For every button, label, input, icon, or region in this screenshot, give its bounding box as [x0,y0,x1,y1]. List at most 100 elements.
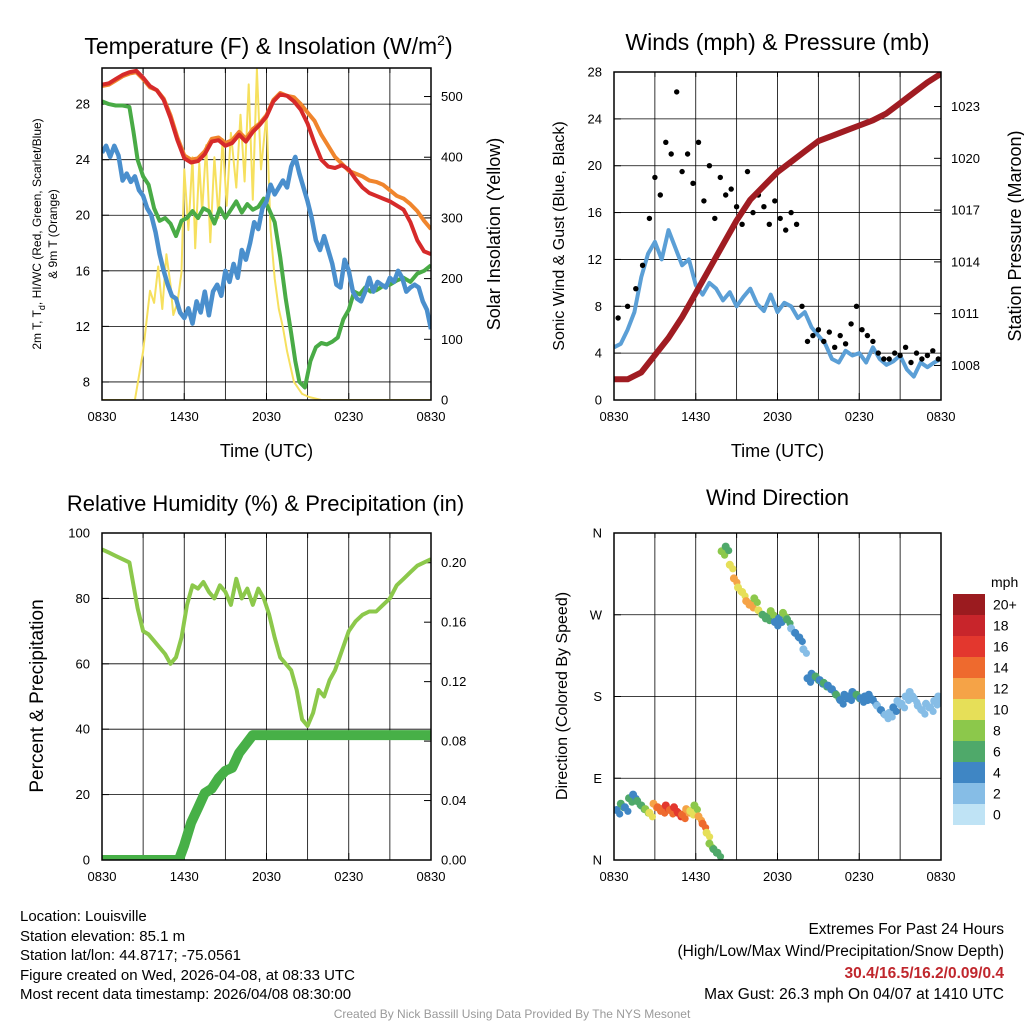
gust-point [853,303,860,309]
gust-point [870,338,876,345]
y-tick-label: 8 [83,374,90,389]
legend-label: 12 [993,681,1009,697]
y-tick-label: 24 [76,152,90,167]
y-tick-label: 20 [588,158,602,173]
direction-point [921,710,929,718]
gust-point [706,163,713,169]
y2-tick-label: 400 [441,150,463,165]
gust-point [772,198,778,204]
legend-swatch [953,594,985,615]
y-tick-label: 12 [588,252,602,267]
gust-point [848,321,854,327]
legend-title: mph [991,574,1018,590]
y-tick-label: 12 [76,319,90,334]
gust-point [837,332,843,339]
y2-tick-label: 1017 [951,203,980,218]
gust-point [701,198,707,204]
gust-point [897,352,903,359]
legend-swatch [953,636,985,657]
legend-swatch [953,699,985,720]
gust-point [908,359,914,366]
y2-tick-label: 1020 [951,151,980,166]
gust-point [674,89,680,95]
figure-created: Figure created on Wed, 2026-04-08, at 08… [20,966,355,984]
gust-point [723,192,729,198]
direction-point [888,713,896,721]
y-tick-label: 0 [595,393,602,408]
direction-point [802,649,811,657]
legend-label: 10 [993,702,1009,718]
x-tick-label: 2030 [252,409,281,424]
y-tick-label: 16 [588,205,602,220]
gust-point [930,348,936,354]
direction-point [706,833,714,841]
max-gust: Max Gust: 26.3 mph On 04/07 at 1410 UTC [704,986,1004,1003]
direction-point [616,810,624,818]
y-tick-label: 60 [76,656,90,671]
series-station-pressure [614,72,941,383]
temperature-series [102,68,431,400]
direction-point [681,815,689,823]
y2-tick-label: 0.16 [441,615,466,630]
y-tick-label: 28 [588,65,602,80]
gust-point [826,329,832,335]
gust-point [663,139,669,145]
gust-point [793,221,800,227]
y2-tick-label: 0.00 [441,853,466,868]
direction-point [729,565,737,573]
plot-border [101,532,432,861]
y-tick-label: N [593,853,602,868]
legend-label: 16 [993,639,1009,655]
gust-point [886,356,892,362]
gust-point [815,327,822,333]
y-axis-label-left: Sonic Wind & Gust (Blue, Black) [551,121,568,350]
gust-point [892,350,898,356]
y2-tick-label: 100 [441,332,463,347]
y2-tick-label: 1014 [951,254,980,269]
chart-title: Wind Direction [706,485,849,510]
chart-title: Winds (mph) & Pressure (mb) [625,29,929,55]
chart-title: Temperature (F) & Insolation (W/m2) [84,32,452,59]
gust-point [821,338,827,345]
gust-point [913,350,920,356]
y-axis-label-right: Solar Insolation (Yellow) [484,138,504,330]
recent-timestamp: Most recent data timestamp: 2026/04/08 0… [20,986,352,1004]
chart-title: Relative Humidity (%) & Precipitation (i… [67,491,464,516]
gust-point [624,303,631,309]
x-tick-label: 1430 [170,869,199,884]
gust-point [881,356,887,362]
y2-tick-label: 0.08 [441,734,466,749]
gust-point [728,186,734,192]
x-tick-label: 1430 [681,409,710,424]
legend-label: 2 [993,786,1001,802]
series-2m-t [102,68,431,256]
direction-point [693,805,702,814]
gust-point [657,192,663,198]
direction-point [929,707,937,716]
legend-swatch [953,615,985,636]
station-info: Location: Louisville Station elevation: … [20,907,355,1005]
y-axis-label-left-2: & 9m T (Orange) [46,189,60,279]
gust-point [902,344,909,350]
direction-point [900,704,909,712]
extremes-title: Extremes For Past 24 Hours [808,921,1004,938]
y-tick-label: 24 [588,111,602,126]
legend-swatch [953,720,985,741]
gust-point [646,215,653,222]
gust-point [733,204,740,210]
y2-tick-label: 0.12 [441,674,466,689]
y-tick-label: 16 [76,263,90,278]
legend-swatch [953,678,985,699]
y-tick-label: 40 [76,722,90,737]
gust-point [668,151,674,157]
gust-point [864,332,871,339]
direction-point [892,707,900,716]
gust-point [744,168,751,175]
legend-label: 4 [993,765,1001,781]
direction-point [839,700,847,708]
legend-label: 8 [993,723,1001,739]
y-tick-label: 0 [83,853,90,868]
x-tick-label: 0830 [88,409,117,424]
y-axis-label-left: Direction (Colored By Speed) [554,592,571,800]
y2-tick-label: 0.04 [441,793,466,808]
